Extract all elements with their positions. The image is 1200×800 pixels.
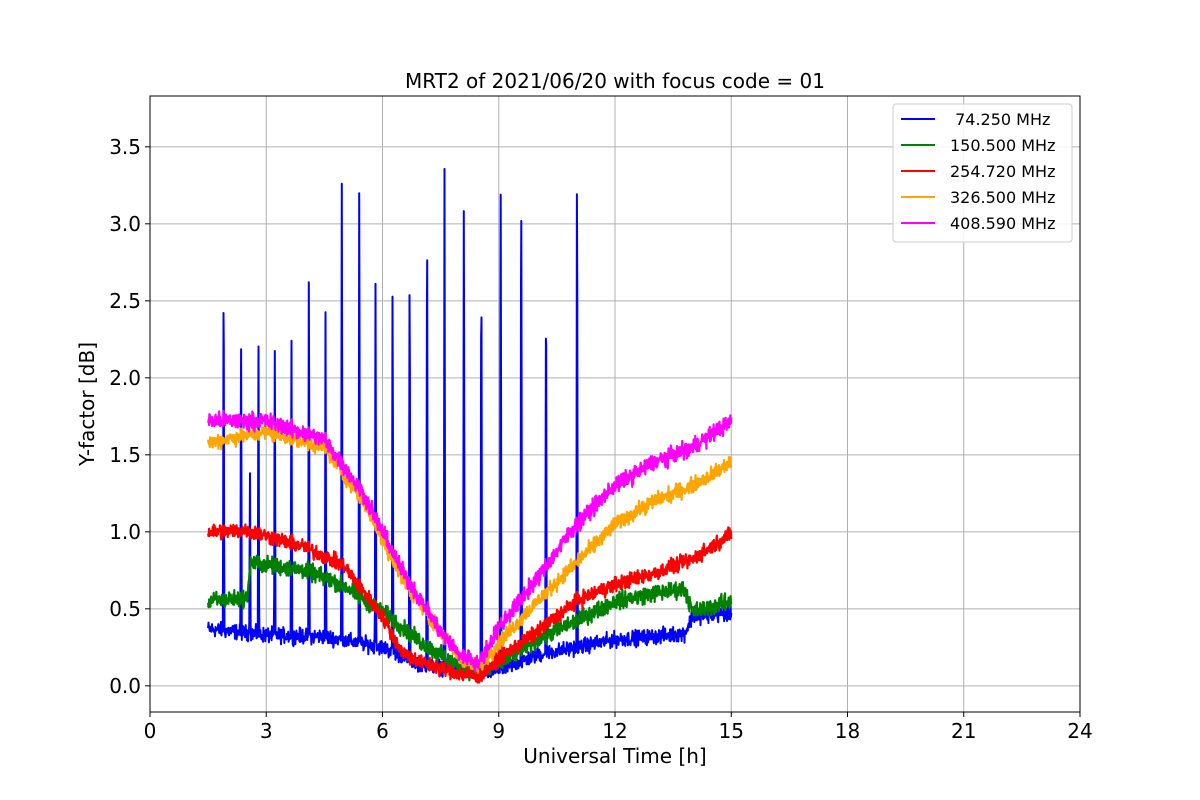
x-tick-label: 15 [719, 719, 744, 743]
x-tick-label: 3 [260, 719, 273, 743]
x-tick-label: 18 [835, 719, 860, 743]
y-tick-label: 0.0 [109, 674, 141, 698]
series-line-3 [207, 425, 733, 674]
legend-box [892, 103, 1073, 243]
x-tick-label: 6 [376, 719, 389, 743]
legend-label: 326.500 MHz [950, 188, 1055, 207]
y-tick-label: 3.0 [109, 212, 141, 236]
legend-label: 150.500 MHz [950, 136, 1055, 155]
legend-label: 408.590 MHz [950, 214, 1055, 233]
grid [149, 96, 1081, 712]
y-tick-label: 3.5 [109, 135, 141, 159]
x-axis-label: Universal Time [h] [523, 744, 706, 768]
y-tick-label: 2.5 [109, 289, 141, 313]
y-axis-label: Y-factor [dB] [75, 342, 99, 467]
series-line-1 [207, 554, 733, 682]
y-tick-label: 2.0 [109, 366, 141, 390]
legend-label: 74.250 MHz [950, 110, 1050, 129]
x-tick-label: 0 [144, 719, 157, 743]
y-tick-label: 1.0 [109, 520, 141, 544]
series-layer [207, 167, 733, 684]
chart-title: MRT2 of 2021/06/20 with focus code = 01 [405, 69, 825, 93]
y-tick-label: 0.5 [109, 597, 141, 621]
series-line-4 [207, 410, 733, 673]
y-tick-label: 1.5 [109, 443, 141, 467]
legend: 74.250 MHz 150.500 MHz 254.720 MHz 326.500 … [892, 103, 1073, 243]
series-line-2 [207, 523, 733, 684]
x-tick-label: 21 [951, 719, 976, 743]
ticks: 0 3 6 9 12 15 18 21 24 0.0 0.5 1.0 1.5 2.0 2.5 3.0 3.5 [109, 135, 1093, 743]
x-tick-label: 9 [492, 719, 505, 743]
legend-label: 254.720 MHz [950, 162, 1055, 181]
x-tick-label: 24 [1067, 719, 1092, 743]
x-tick-label: 12 [602, 719, 627, 743]
